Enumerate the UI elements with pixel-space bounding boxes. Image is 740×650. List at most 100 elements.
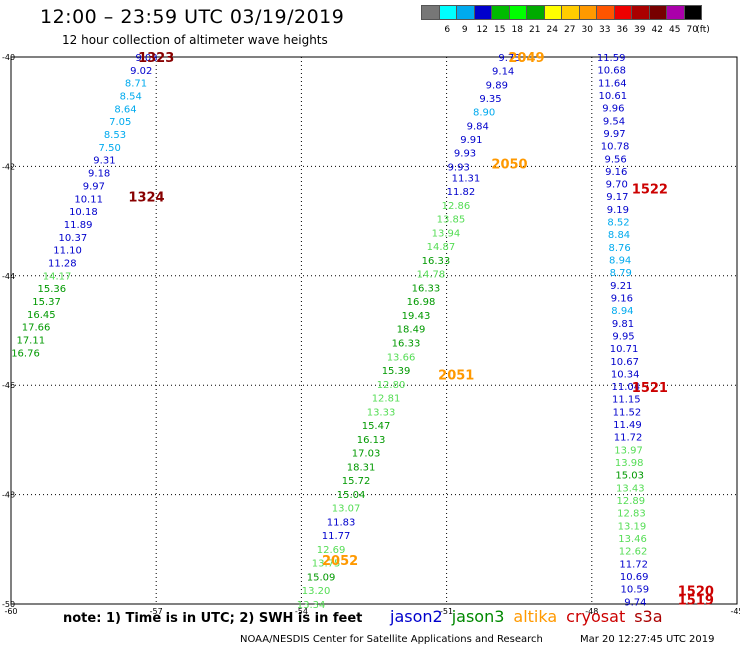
legend-label: 30 (581, 25, 593, 35)
wave-height-value: 12.81 (372, 394, 401, 405)
wave-height-value: 13.34 (297, 600, 326, 611)
x-tick-label: -54 (295, 607, 308, 616)
wave-height-value: 11.28 (48, 258, 77, 269)
wave-height-value: 12.89 (617, 496, 646, 507)
x-tick-label: -51 (440, 607, 453, 616)
wave-height-value: 16.45 (27, 310, 56, 321)
generated-timestamp: Mar 20 12:27:45 UTC 2019 (580, 634, 715, 645)
y-tick-label: -48 (2, 491, 15, 500)
wave-height-value: 11.89 (64, 220, 93, 231)
pass-time-label: 2050 (491, 158, 527, 173)
wave-height-value: 9.95 (612, 331, 634, 342)
wave-height-value: 9.97 (603, 129, 625, 140)
wave-height-value: 7.05 (109, 117, 131, 128)
wave-height-value: 19.43 (402, 311, 431, 322)
satellite-label-cryosat: cryosat (566, 607, 626, 626)
wave-height-value: 11.82 (447, 187, 476, 198)
wave-height-value: 16.33 (412, 283, 441, 294)
wave-height-value: 9.81 (612, 319, 634, 330)
wave-height-value: 9.74 (624, 597, 646, 608)
wave-height-value: 17.03 (352, 449, 381, 460)
legend-label: 15 (494, 25, 506, 35)
satellite-legend: jason2 jason3 altika cryosat s3a (390, 607, 672, 626)
y-tick-label: -46 (2, 381, 15, 390)
wave-height-value: 14.78 (417, 270, 446, 281)
legend-unit: (ft) (696, 25, 710, 35)
legend-label: 9 (461, 25, 468, 35)
pass-time-label: 2049 (508, 51, 544, 66)
wave-height-value: 9.93 (454, 149, 476, 160)
wave-height-value: 12.80 (377, 380, 406, 391)
legend-label: 70 (686, 25, 698, 35)
y-tick-label: -40 (2, 53, 15, 62)
wave-height-value: 13.97 (614, 445, 643, 456)
satellite-label-altika: altika (513, 607, 558, 626)
wave-height-value: 15.72 (342, 476, 371, 487)
wave-height-value: 11.59 (597, 53, 626, 64)
wave-height-value: 9.91 (460, 135, 482, 146)
wave-height-value: 16.33 (422, 256, 451, 267)
wave-height-value: 16.33 (392, 338, 421, 349)
x-tick-label: -45 (730, 607, 740, 616)
wave-height-value: 8.52 (607, 218, 629, 229)
wave-height-value: 11.04 (611, 382, 640, 393)
legend-label: 45 (669, 25, 681, 35)
pass-time-label: 1324 (128, 190, 164, 205)
wave-height-value: 7.50 (99, 143, 121, 154)
wave-height-value: 13.85 (437, 215, 466, 226)
wave-height-value: 9.18 (88, 169, 110, 180)
wave-height-value: 9.93 (448, 162, 470, 173)
legend-label: 12 (476, 25, 488, 35)
legend-label: 39 (634, 25, 646, 35)
y-tick-label: -42 (2, 162, 15, 171)
wave-height-value: 9.31 (93, 156, 115, 167)
wave-height-value: 13.33 (367, 407, 396, 418)
legend-label: 6 (444, 25, 451, 35)
page-subtitle: 12 hour collection of altimeter wave hei… (62, 33, 328, 47)
legend-label: 36 (616, 25, 628, 35)
y-tick-label: -44 (2, 272, 15, 281)
wave-height-value: 10.68 (597, 66, 626, 77)
wave-height-value: 18.49 (397, 325, 426, 336)
wave-height-value: 13.94 (432, 228, 461, 239)
wave-height-value: 11.83 (327, 517, 356, 528)
wave-height-value: 12.83 (617, 509, 646, 520)
pass-time-label: 2051 (438, 368, 474, 383)
wave-height-value: 8.94 (609, 256, 631, 267)
wave-height-value: 9.19 (607, 205, 629, 216)
wave-height-value: 11.72 (619, 559, 648, 570)
legend-label: 33 (599, 25, 611, 35)
satellite-label-jason3: jason3 (451, 607, 505, 626)
wave-height-value: 9.02 (130, 66, 152, 77)
page-title: 12:00 – 23:59 UTC 03/19/2019 (40, 6, 345, 28)
wave-height-value: 9.56 (605, 154, 627, 165)
credit-line: NOAA/NESDIS Center for Satellite Applica… (240, 634, 543, 645)
plot-frame (10, 56, 738, 605)
legend-label: 27 (564, 25, 576, 35)
wave-height-value: 15.47 (362, 421, 391, 432)
wave-height-value: 13.46 (618, 534, 647, 545)
wave-height-value: 10.78 (601, 142, 630, 153)
wave-height-value: 15.39 (382, 366, 411, 377)
wave-height-value: 16.13 (357, 435, 386, 446)
wave-height-value: 9.84 (467, 121, 489, 132)
wave-height-value: 13.20 (302, 586, 331, 597)
wave-height-value: 15.09 (307, 572, 336, 583)
legend-label: 42 (651, 25, 663, 35)
wave-height-value: 18.31 (347, 462, 376, 473)
wave-height-value: 9.89 (486, 80, 508, 91)
wave-height-value: 15.03 (615, 471, 644, 482)
wave-height-value: 8.71 (125, 79, 147, 90)
x-tick-label: -57 (150, 607, 163, 616)
legend-swatch (683, 5, 702, 20)
wave-height-value: 9.97 (83, 181, 105, 192)
wave-height-value: 11.64 (598, 78, 627, 89)
legend-label: 21 (529, 25, 541, 35)
wave-height-value: 13.07 (332, 504, 361, 515)
wave-height-value: 17.11 (16, 336, 45, 347)
wave-height-value: 8.79 (610, 268, 632, 279)
wave-height-value: 8.76 (608, 243, 630, 254)
wave-height-value: 11.10 (53, 246, 82, 257)
wave-height-value: 10.59 (620, 585, 649, 596)
pass-time-label: 2052 (322, 554, 358, 569)
